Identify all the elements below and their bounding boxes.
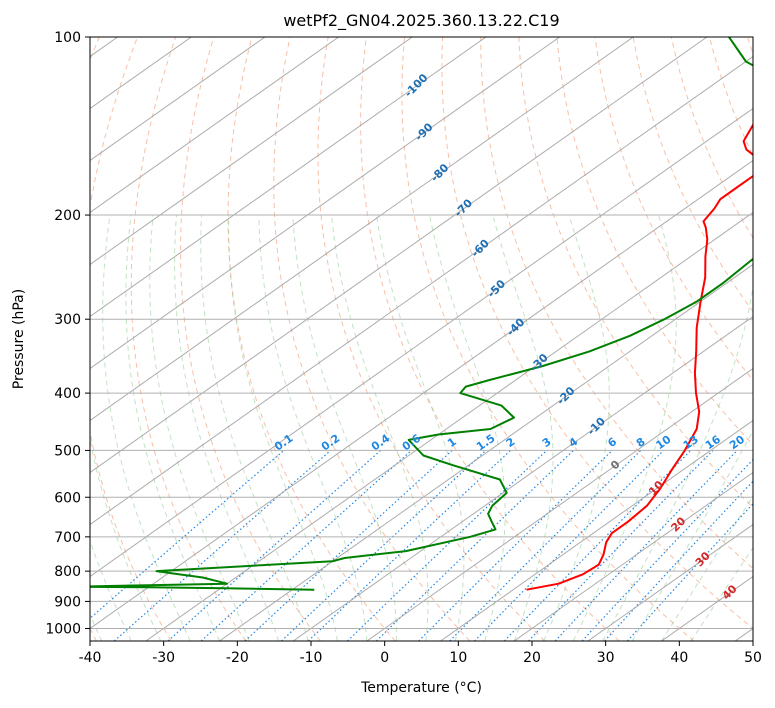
y-tick-label: 300 — [54, 312, 81, 328]
y-tick-label: 900 — [54, 594, 81, 610]
mixing-ratio-line — [167, 449, 382, 641]
moist-adiabat — [174, 214, 279, 641]
isotherm — [219, 263, 753, 641]
moist-adiabat — [543, 214, 610, 641]
mixing-ratio-line — [503, 449, 692, 641]
moist-adiabat — [376, 214, 465, 641]
moist-adiabat — [661, 495, 753, 641]
x-axis-label: Temperature (°C) — [360, 680, 482, 696]
isotherm — [90, 55, 753, 526]
moist-adiabat — [631, 429, 753, 641]
series-lines — [90, 37, 753, 591]
y-axis: 100 200 300 400 500 600 700 800 900 1000 — [45, 30, 90, 637]
isotherm — [587, 523, 753, 641]
x-tick-label: 40 — [670, 650, 688, 666]
x-tick-label: 0 — [380, 650, 389, 666]
isotherm — [90, 37, 339, 214]
dry-adiabat — [130, 37, 247, 641]
isotherm — [90, 37, 413, 266]
isotherm — [145, 211, 753, 641]
isotherm — [90, 37, 487, 318]
x-tick-label: -10 — [300, 650, 323, 666]
dewpoint-profile — [90, 37, 753, 591]
y-tick-label: 500 — [54, 443, 81, 459]
isotherm — [90, 37, 560, 370]
temperature-profile — [526, 122, 753, 591]
chart-title: wetPf2_GN04.2025.360.13.22.C19 — [283, 11, 559, 31]
grid — [90, 37, 753, 641]
mixing-ratio-line — [244, 449, 453, 641]
y-tick-label: 700 — [54, 530, 81, 546]
moist-adiabat — [602, 283, 753, 641]
x-tick-label: 50 — [744, 650, 762, 666]
dry-adiabat — [360, 37, 620, 641]
moist-adiabat — [125, 214, 221, 641]
dry-adiabat — [518, 37, 753, 509]
x-tick-label: 10 — [449, 650, 467, 666]
mixing-ratio-line — [90, 449, 285, 620]
dry-adiabat — [556, 37, 753, 446]
dry-adiabat — [632, 37, 753, 313]
mixing-ratio-label: 25 — [752, 433, 772, 452]
y-tick-label: 100 — [54, 30, 81, 46]
moist-adiabat — [102, 214, 191, 641]
dry-adiabat — [90, 37, 100, 641]
mixing-ratio-line — [528, 449, 714, 641]
x-tick-label: 20 — [523, 650, 541, 666]
dry-adiabat — [90, 37, 172, 641]
isotherm — [90, 37, 266, 162]
moist-adiabat — [149, 214, 250, 641]
isotherm — [90, 37, 634, 422]
moist-adiabat — [292, 214, 397, 641]
y-tick-label: 400 — [54, 386, 81, 402]
mixing-ratio-line — [418, 449, 613, 641]
dry-adiabat — [317, 37, 545, 641]
plot-frame — [89, 36, 754, 642]
y-axis-label: Pressure (hPa) — [11, 289, 27, 389]
plot-area — [90, 37, 753, 641]
y-tick-label: 800 — [54, 564, 81, 580]
x-tick-label: 30 — [597, 650, 615, 666]
mixing-ratio-line — [347, 449, 548, 641]
dry-adiabat — [480, 37, 753, 570]
isotherm — [90, 37, 708, 474]
y-tick-label: 1000 — [45, 621, 81, 637]
moist-adiabat — [200, 214, 309, 641]
moist-adiabat — [90, 539, 132, 641]
moist-adiabat — [331, 214, 429, 641]
background-lines — [0, 37, 753, 641]
dry-adiabat — [441, 37, 753, 630]
mixing-ratio-line — [604, 480, 753, 641]
moist-adiabat — [258, 214, 368, 641]
moist-adiabat — [572, 214, 677, 641]
moist-adiabat — [90, 215, 162, 641]
isotherm — [440, 419, 753, 641]
dry-adiabat — [273, 37, 471, 641]
x-tick-label: -40 — [79, 650, 102, 666]
dry-adiabat — [180, 37, 321, 641]
dry-adiabat — [594, 37, 753, 381]
isotherm — [292, 315, 753, 641]
moist-adiabat — [228, 214, 338, 641]
y-tick-label: 600 — [54, 490, 81, 506]
x-axis: -40 -30 -20 -10 0 10 20 30 40 50 — [79, 641, 762, 666]
isotherm — [366, 367, 753, 641]
y-tick-label: 200 — [54, 208, 81, 224]
moist-adiabat — [492, 214, 554, 641]
mixing-ratio-line — [307, 449, 512, 641]
isotherm — [90, 107, 753, 578]
x-tick-label: -30 — [152, 650, 175, 666]
dry-adiabat — [0, 37, 61, 641]
mixing-ratio-line — [554, 449, 738, 641]
isotherm — [513, 471, 753, 641]
x-tick-label: -20 — [226, 650, 249, 666]
isotherm — [90, 159, 753, 630]
